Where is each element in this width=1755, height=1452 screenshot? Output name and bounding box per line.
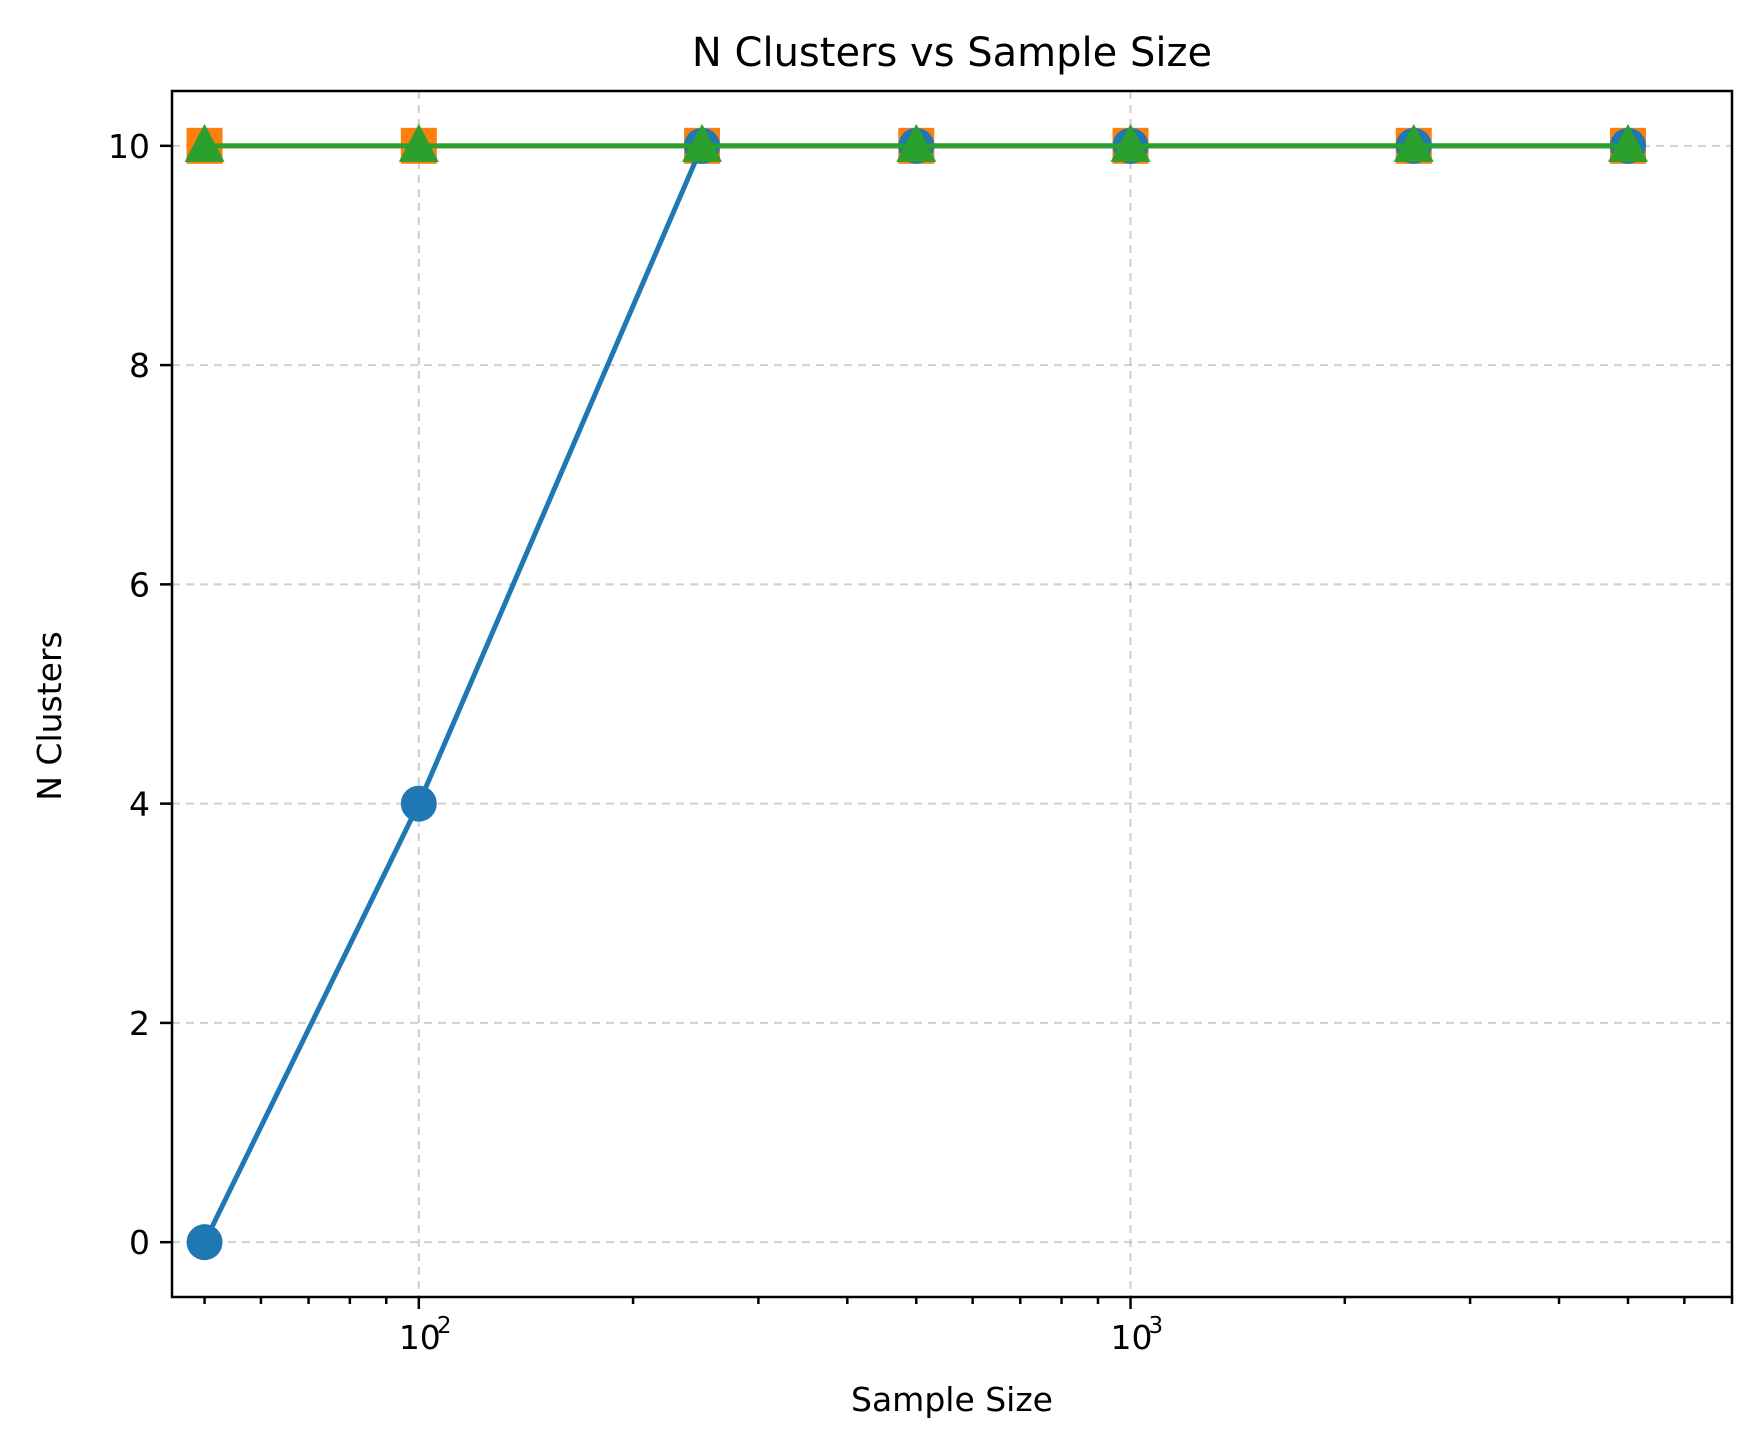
data-point-triangle: [1110, 123, 1151, 162]
data-point-triangle: [184, 123, 225, 162]
x-tick-label: 10: [1111, 1318, 1153, 1357]
y-tick-label: 8: [129, 346, 150, 385]
y-tick-label: 4: [129, 785, 150, 824]
data-point-triangle: [1608, 123, 1648, 162]
x-tick-label: 10: [399, 1318, 441, 1357]
y-tick-label: 0: [129, 1223, 150, 1262]
x-axis-ticks: 102 103: [203, 1297, 1734, 1357]
x-axis-label: Sample Size: [851, 1380, 1053, 1419]
y-tick-label: 6: [129, 565, 150, 604]
y-tick-label: 10: [108, 127, 150, 166]
data-point-triangle: [398, 123, 439, 162]
x-tick-label-exponent: 2: [437, 1313, 452, 1339]
axes-frame: [170, 89, 1734, 1299]
series-layer: [184, 123, 1648, 1261]
x-tick-label-exponent: 3: [1149, 1313, 1164, 1339]
y-axis-ticks: 0 2 4 6 8 10: [108, 127, 172, 1262]
data-point-triangle: [682, 123, 723, 162]
data-point-circle: [186, 1224, 223, 1261]
series-triangle: [184, 123, 1648, 162]
chart-title: N Clusters vs Sample Size: [692, 30, 1212, 76]
y-axis-label: N Clusters: [30, 631, 69, 801]
data-point-triangle: [896, 123, 937, 162]
data-point-circle: [400, 785, 437, 822]
data-point-triangle: [1393, 123, 1434, 162]
y-tick-label: 2: [129, 1004, 150, 1043]
